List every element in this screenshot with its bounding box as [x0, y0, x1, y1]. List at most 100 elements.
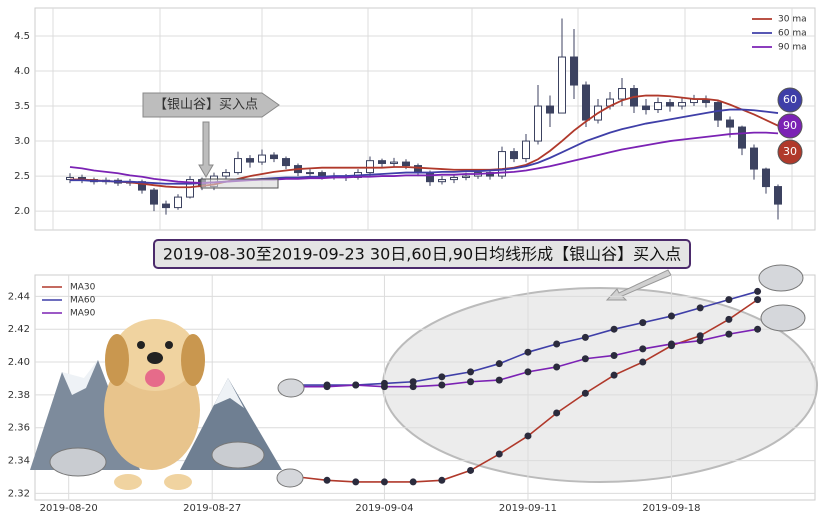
point [524, 348, 532, 356]
silver-ingot [276, 468, 304, 488]
point [639, 358, 647, 366]
point [610, 325, 618, 333]
candle-body [366, 160, 374, 174]
point [667, 340, 675, 348]
candle-body [150, 189, 158, 205]
dog-ear [105, 334, 129, 386]
candle-body [306, 172, 314, 175]
pointer-arrow [605, 269, 672, 301]
point [524, 432, 532, 440]
point [409, 383, 417, 391]
candle-body [498, 151, 506, 177]
point [667, 312, 675, 320]
top-chart: 2.0 2.5 3.0 3.5 4.0 4.5 30 ma 60 ma 90 ma 60 90 30 [14, 15, 815, 220]
ma-line [70, 108, 779, 185]
highlight-box [200, 178, 279, 189]
point [581, 333, 589, 341]
candle-body [642, 105, 650, 111]
y-tick-label: 2.38 [8, 390, 30, 401]
point [696, 337, 704, 345]
candle-body [234, 158, 242, 174]
end-badge [777, 113, 803, 139]
point [495, 450, 503, 458]
point [553, 409, 561, 417]
point [553, 340, 561, 348]
candle-body [318, 172, 326, 177]
legend-label: MA90 [70, 309, 96, 319]
y-tick-label: 2.0 [14, 206, 30, 217]
candle-body [762, 168, 770, 188]
candle-body [726, 119, 734, 128]
end-badge [777, 87, 803, 113]
ma-line [69, 131, 779, 184]
candle-body [570, 56, 578, 86]
point [696, 304, 704, 312]
candle-body [414, 165, 422, 174]
silver-ingot [49, 447, 107, 477]
x-tick-label: 2019-09-04 [355, 503, 413, 514]
legend-label: 90 ma [778, 43, 807, 53]
x-tick-label: 2019-08-27 [183, 503, 241, 514]
candle-body [378, 160, 386, 164]
point [610, 351, 618, 359]
candle-body [510, 151, 518, 160]
point [639, 345, 647, 353]
candle-body [774, 186, 782, 205]
candle-body [222, 172, 230, 177]
dog-paw [114, 474, 142, 490]
candle-body [678, 102, 686, 107]
point [438, 381, 446, 389]
point [409, 378, 417, 386]
end-label: 30 [783, 145, 797, 158]
x-tick-label: 2019-09-18 [642, 503, 700, 514]
end-badge [777, 139, 803, 165]
mountain-snow [214, 378, 244, 408]
point [323, 383, 331, 391]
candle-body [750, 147, 758, 170]
banner: 2019-08-30至2019-09-23 30日,60日,90日均线形成【银山… [163, 245, 681, 264]
dog-eye [165, 341, 173, 349]
candle-body [402, 161, 410, 167]
point [610, 371, 618, 379]
point [438, 373, 446, 381]
banner-box [153, 239, 691, 269]
y-tick-label: 4.5 [14, 31, 30, 42]
dog-nose [147, 352, 163, 364]
y-tick-label: 2.40 [8, 357, 30, 368]
point [639, 319, 647, 327]
silver-ingot [758, 264, 804, 292]
legend-label: MA60 [70, 296, 96, 306]
point [725, 330, 733, 338]
point [725, 315, 733, 323]
point [467, 368, 475, 376]
y-tick-label: 2.44 [8, 291, 30, 302]
x-tick-label: 2019-08-20 [40, 503, 98, 514]
point [409, 478, 417, 486]
y-tick-label: 2.5 [14, 171, 30, 182]
candle-body [522, 140, 530, 160]
ma-line [70, 94, 779, 189]
annotation-box [142, 92, 280, 118]
point [553, 363, 561, 371]
silver-ingot [277, 378, 305, 398]
candle-body [438, 179, 446, 183]
candle-body [618, 88, 626, 100]
point [581, 389, 589, 397]
dog-paw [164, 474, 192, 490]
candle-body [582, 84, 590, 121]
candle-body [534, 105, 542, 142]
y-tick-label: 3.5 [14, 101, 30, 112]
candle-body [654, 102, 662, 111]
mountain-snow [62, 360, 98, 395]
candle-body [666, 102, 674, 107]
end-label: 60 [783, 93, 797, 106]
candle-body [282, 158, 290, 167]
y-tick-label: 2.32 [8, 488, 30, 499]
silver-ingot [760, 304, 806, 332]
legend-label: 60 ma [778, 29, 807, 39]
point [495, 376, 503, 384]
point [754, 325, 762, 333]
point [524, 368, 532, 376]
